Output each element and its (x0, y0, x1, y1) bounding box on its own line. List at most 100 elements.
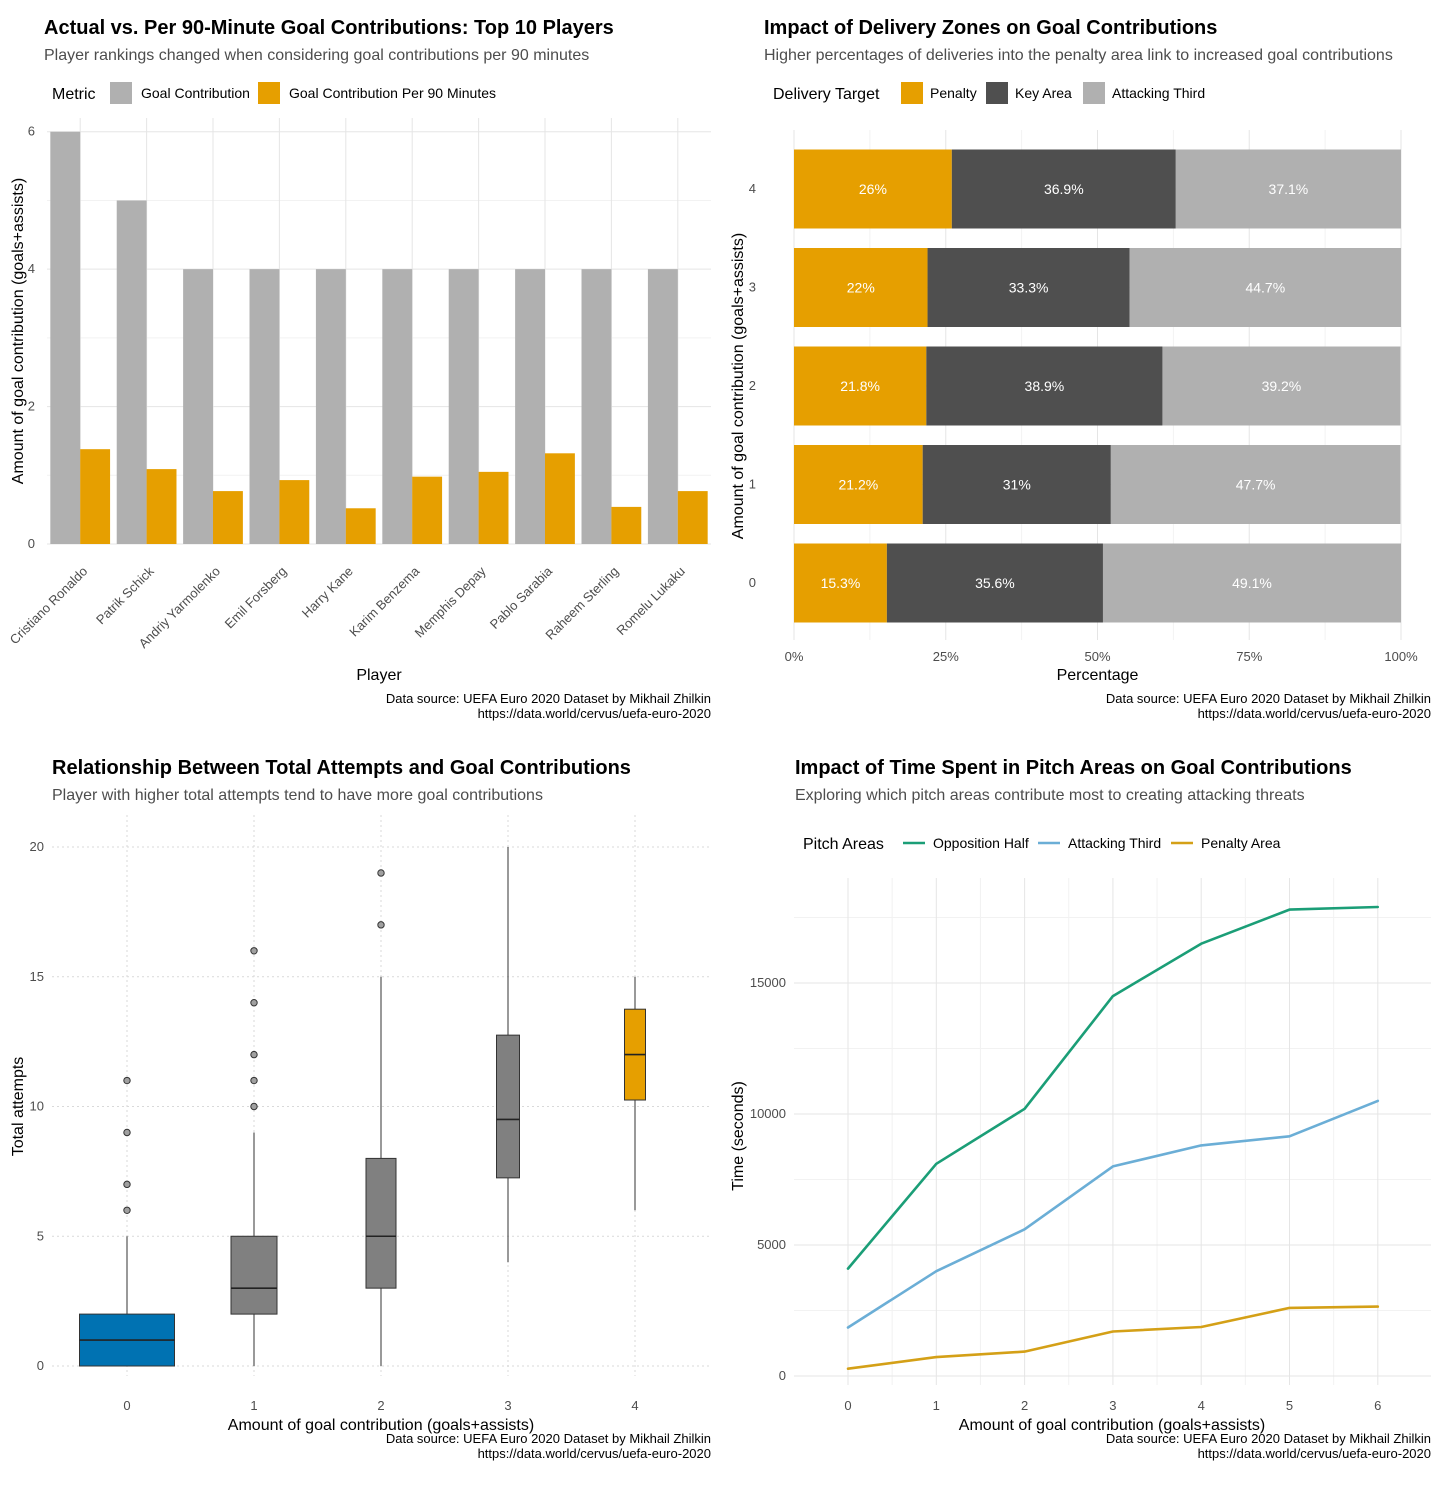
bar (382, 269, 413, 544)
outlier-point (250, 1050, 258, 1059)
bar (315, 269, 346, 544)
bar-value-label: 31% (1003, 477, 1031, 493)
x-tick-label: Patrik Schick (93, 563, 157, 627)
bar (249, 269, 280, 544)
bar (183, 269, 213, 544)
y-tick-label: 0 (779, 1368, 786, 1383)
outlier-point (377, 921, 385, 929)
bar-segment (1129, 248, 1401, 327)
bar (611, 506, 642, 544)
series-line (846, 905, 1380, 1270)
bar-segment (794, 248, 928, 327)
y-tick-label: 3 (749, 280, 756, 295)
legend-label: Goal Contribution Per 90 Minutes (289, 85, 496, 101)
bar (146, 469, 177, 544)
legend-swatch (901, 82, 923, 104)
caption-line: https://data.world/cervus/uefa-euro-2020 (478, 706, 711, 721)
caption-line: Data source: UEFA Euro 2020 Dataset by M… (386, 1431, 711, 1446)
chart-subtitle: Higher percentages of deliveries into th… (764, 47, 1393, 64)
bar-value-label: 21.2% (838, 477, 878, 493)
x-tick-label: Karim Benzema (346, 563, 423, 640)
bar (647, 269, 678, 544)
legend-label: Penalty Area (1201, 835, 1281, 851)
bar-segment (927, 248, 1130, 327)
bar-segment (794, 445, 923, 524)
bar-value-label: 47.7% (1236, 477, 1276, 493)
chart-2-svg: Impact of Delivery Zones on Goal Contrib… (730, 17, 1431, 721)
x-tick-label: 100% (1384, 649, 1418, 664)
x-tick-label: 25% (933, 649, 959, 664)
legend-label: Attacking Third (1068, 835, 1161, 851)
outlier-point (123, 1128, 131, 1137)
bar-value-label: 37.1% (1269, 181, 1309, 197)
x-tick-label: Cristiano Ronaldo (7, 564, 91, 648)
x-tick-label: 2 (377, 1398, 384, 1413)
caption-line: https://data.world/cervus/uefa-euro-2020 (1198, 706, 1431, 721)
x-axis-label: Amount of goal contribution (goals+assis… (228, 1417, 534, 1434)
outlier-point (123, 1180, 131, 1189)
outlier-point (250, 1076, 258, 1085)
y-tick-label: 1 (749, 477, 756, 492)
chart-3-svg: Relationship Between Total Attempts and … (10, 757, 711, 1461)
caption-line: Data source: UEFA Euro 2020 Dataset by M… (1106, 691, 1431, 706)
x-tick-label: 2 (1021, 1398, 1028, 1413)
y-tick-label: 5 (37, 1228, 44, 1243)
bar (116, 200, 147, 545)
legend-title: Delivery Target (773, 86, 880, 103)
x-tick-label: 3 (504, 1398, 511, 1413)
y-tick-label: 20 (30, 839, 44, 854)
bar (345, 508, 376, 544)
outlier-point (250, 999, 258, 1007)
bar-segment (1175, 149, 1401, 229)
x-axis-label: Amount of goal contribution (goals+assis… (959, 1417, 1265, 1434)
caption-line: https://data.world/cervus/uefa-euro-2020 (1198, 1446, 1431, 1461)
bar (412, 476, 443, 544)
chart-title: Relationship Between Total Attempts and … (52, 757, 631, 779)
bar-value-label: 39.2% (1262, 378, 1302, 394)
bar-value-label: 22% (847, 280, 875, 296)
bar-value-label: 36.9% (1044, 181, 1084, 197)
y-tick-label: 6 (28, 124, 35, 139)
bar-segment (1110, 445, 1401, 524)
total-attempts-boxplot: Relationship Between Total Attempts and … (0, 740, 720, 1480)
bar-segment (1102, 543, 1401, 623)
x-tick-label: 1 (250, 1398, 257, 1413)
y-tick-label: 4 (749, 181, 756, 196)
bar-segment (1162, 346, 1401, 426)
bar (677, 491, 708, 544)
y-tick-label: 0 (28, 536, 35, 551)
bar-segment (794, 543, 887, 623)
legend-title: Metric (52, 86, 96, 103)
y-tick-label: 2 (28, 399, 35, 414)
goal-contribution-bar-chart: Actual vs. Per 90-Minute Goal Contributi… (0, 0, 720, 740)
y-tick-label: 15000 (750, 975, 786, 990)
bar (279, 480, 310, 544)
bar (213, 491, 243, 544)
x-tick-label: Memphis Depay (412, 563, 489, 640)
y-tick-label: 10000 (750, 1106, 786, 1121)
bar-value-label: 35.6% (975, 575, 1015, 591)
bar-value-label: 33.3% (1009, 280, 1049, 296)
chart-subtitle: Player with higher total attempts tend t… (52, 787, 543, 804)
time-in-pitch-areas-line-chart: Impact of Time Spent in Pitch Areas on G… (720, 740, 1440, 1480)
y-axis-label: Time (seconds) (730, 1081, 747, 1191)
legend-swatch (258, 82, 280, 104)
box (365, 1157, 397, 1289)
delivery-zones-stacked-bar-chart: Impact of Delivery Zones on Goal Contrib… (720, 0, 1440, 740)
y-axis-label: Amount of goal contribution (goals+assis… (730, 233, 747, 539)
bar-segment (926, 346, 1163, 426)
x-tick-label: 4 (1198, 1398, 1205, 1413)
bar-segment (794, 346, 927, 426)
legend-swatch (986, 82, 1008, 104)
outlier-point (250, 1102, 258, 1111)
chart-subtitle: Exploring which pitch areas contribute m… (795, 787, 1305, 804)
y-tick-label: 0 (37, 1358, 44, 1373)
y-tick-label: 0 (749, 575, 756, 590)
bar-value-label: 26% (859, 181, 887, 197)
outlier-point (250, 947, 258, 955)
x-tick-label: 5 (1286, 1398, 1293, 1413)
bar-segment (951, 149, 1176, 229)
y-tick-label: 5000 (757, 1237, 786, 1252)
bar-value-label: 49.1% (1232, 575, 1272, 591)
chart-1-svg: Actual vs. Per 90-Minute Goal Contributi… (7, 17, 711, 721)
